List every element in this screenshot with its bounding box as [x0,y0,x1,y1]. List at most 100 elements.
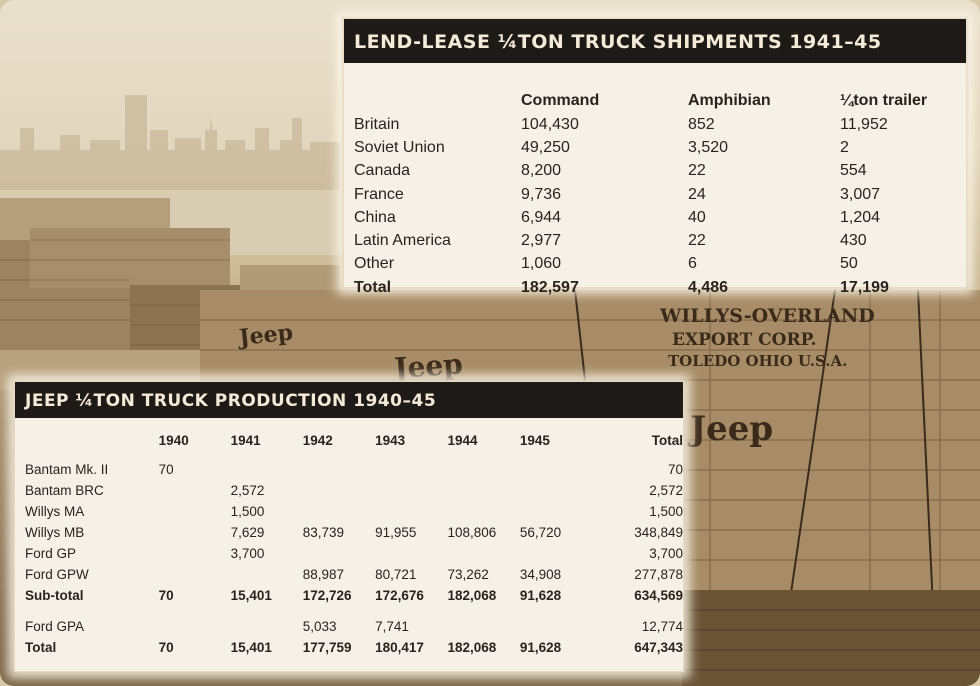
total-command: 182,597 [521,278,579,296]
cell-1943 [375,543,447,564]
cell-1944: 108,806 [447,525,497,540]
header-1943: 1943 [375,432,406,448]
table-row: Ford GPA 5,033 7,741 12,774 [25,616,683,637]
stencil-toledo: TOLEDO OHIO U.S.A. [668,352,847,370]
jeep-production-table-panel: JEEP ¼TON TRUCK PRODUCTION 1940–45 1940 … [14,381,684,672]
subtotal-1942: 172,726 [302,588,352,603]
table-row: China 6,944 40 1,204 [354,206,960,229]
cell-1944 [448,543,520,564]
cell-1942: 5,033 [302,619,337,634]
cell-trailer: 2 [840,138,849,156]
cell-1941: 7,629 [230,525,265,540]
cell-1940 [159,564,231,585]
total-1943: 180,417 [375,640,424,655]
row-label: Canada [354,162,411,180]
cell-amphibian: 6 [688,255,697,273]
cell-command: 2,977 [521,232,562,250]
header-amphibian: Amphibian [688,92,771,109]
table-row: Willys MA 1,500 1,500 [25,501,683,522]
subtotal-label: Sub-total [25,588,84,603]
cell-trailer: 554 [840,162,867,180]
cell-total: 12,774 [641,619,683,634]
cell-1945 [520,501,592,522]
row-label: China [354,208,396,226]
cell-1944 [448,480,520,501]
subtotal-1945: 91,628 [519,588,562,603]
total-1945: 91,628 [519,640,562,655]
cell-total: 348,849 [634,525,683,540]
header-trailer: ¼ton trailer [840,92,928,109]
cell-1942 [303,501,375,522]
deck [682,590,980,686]
table-row: Canada 8,200 22 554 [354,160,960,183]
cell-1945 [520,480,592,501]
table-row: Bantam BRC 2,572 2,572 [25,480,683,501]
row-label: Latin America [354,232,451,250]
header-command: Command [521,92,600,109]
table-row: Soviet Union 49,250 3,520 2 [354,136,960,159]
table-row: Bantam Mk. II 70 70 [25,459,683,480]
cell-1941 [231,564,303,585]
cell-1941 [231,459,303,480]
cell-command: 6,944 [521,208,562,226]
city-skyline [0,95,340,190]
cell-1942 [303,459,375,480]
header-country [354,89,521,113]
subtotal-1943: 172,676 [375,588,424,603]
total-1942: 177,759 [302,640,352,655]
row-label: Bantam BRC [25,483,104,498]
cell-1942 [303,480,375,501]
cell-1944 [448,501,520,522]
cell-1941: 2,572 [230,483,265,498]
cell-trailer: 1,204 [840,208,881,226]
header-total: Total [651,432,683,448]
total-row: Total 70 15,401 177,759 180,417 182,068 … [25,637,683,658]
subtotal-1944: 182,068 [447,588,497,603]
cell-command: 8,200 [521,162,562,180]
cell-total: 2,572 [649,483,683,498]
cell-1945: 34,908 [519,567,562,582]
cell-1940 [159,522,231,543]
subtotal-total: 634,569 [634,588,683,603]
cell-amphibian: 22 [688,162,706,180]
cell-amphibian: 852 [688,115,715,133]
subtotal-row: Sub-total 70 15,401 172,726 172,676 182,… [25,585,683,606]
cell-1944: 73,262 [447,567,489,582]
subtotal-1941: 15,401 [230,588,272,603]
cell-trailer: 50 [840,255,858,273]
cell-1944 [448,616,520,637]
row-label: France [354,185,404,203]
cell-command: 9,736 [521,185,562,203]
total-total: 647,343 [634,640,683,655]
lend-lease-table: Command Amphibian ¼ton trailer Britain 1… [354,89,960,299]
cell-1941: 3,700 [230,546,265,561]
total-label: Total [354,278,392,296]
cell-1945 [520,616,592,637]
cell-1943: 80,721 [375,567,417,582]
stencil-jeep: Jeep [390,347,464,385]
table-row: Britain 104,430 852 11,952 [354,113,960,136]
total-label: Total [25,640,57,655]
stencil-jeep-small: Jeep [236,319,294,351]
total-amphibian: 4,486 [688,278,729,296]
stencil-jeep-large: Jeep [687,409,773,449]
row-label: Bantam Mk. II [25,462,109,477]
stencil-willys: WILLYS-OVERLAND [659,305,875,327]
table-row: Latin America 2,977 22 430 [354,229,960,252]
cell-command: 1,060 [521,255,562,273]
cell-1943: 91,955 [375,525,417,540]
cell-1940: 70 [158,462,174,477]
header-1945: 1945 [519,432,550,448]
plank-lines-right [200,290,980,590]
cell-1943 [375,480,447,501]
table-row: Willys MB 7,629 83,739 91,955 108,806 56… [25,522,683,543]
total-1940: 70 [158,640,174,655]
crate-stencils: WILLYS-OVERLAND EXPORT CORP. TOLEDO OHIO… [236,305,875,449]
cell-total: 1,500 [649,504,683,519]
table-header-row: 1940 1941 1942 1943 1944 1945 Total [25,429,683,451]
row-label: Soviet Union [354,138,445,156]
row-label: Ford GPW [25,567,89,582]
cell-1940 [159,480,231,501]
cell-command: 104,430 [521,115,579,133]
production-title: JEEP ¼TON TRUCK PRODUCTION 1940–45 [15,382,683,418]
